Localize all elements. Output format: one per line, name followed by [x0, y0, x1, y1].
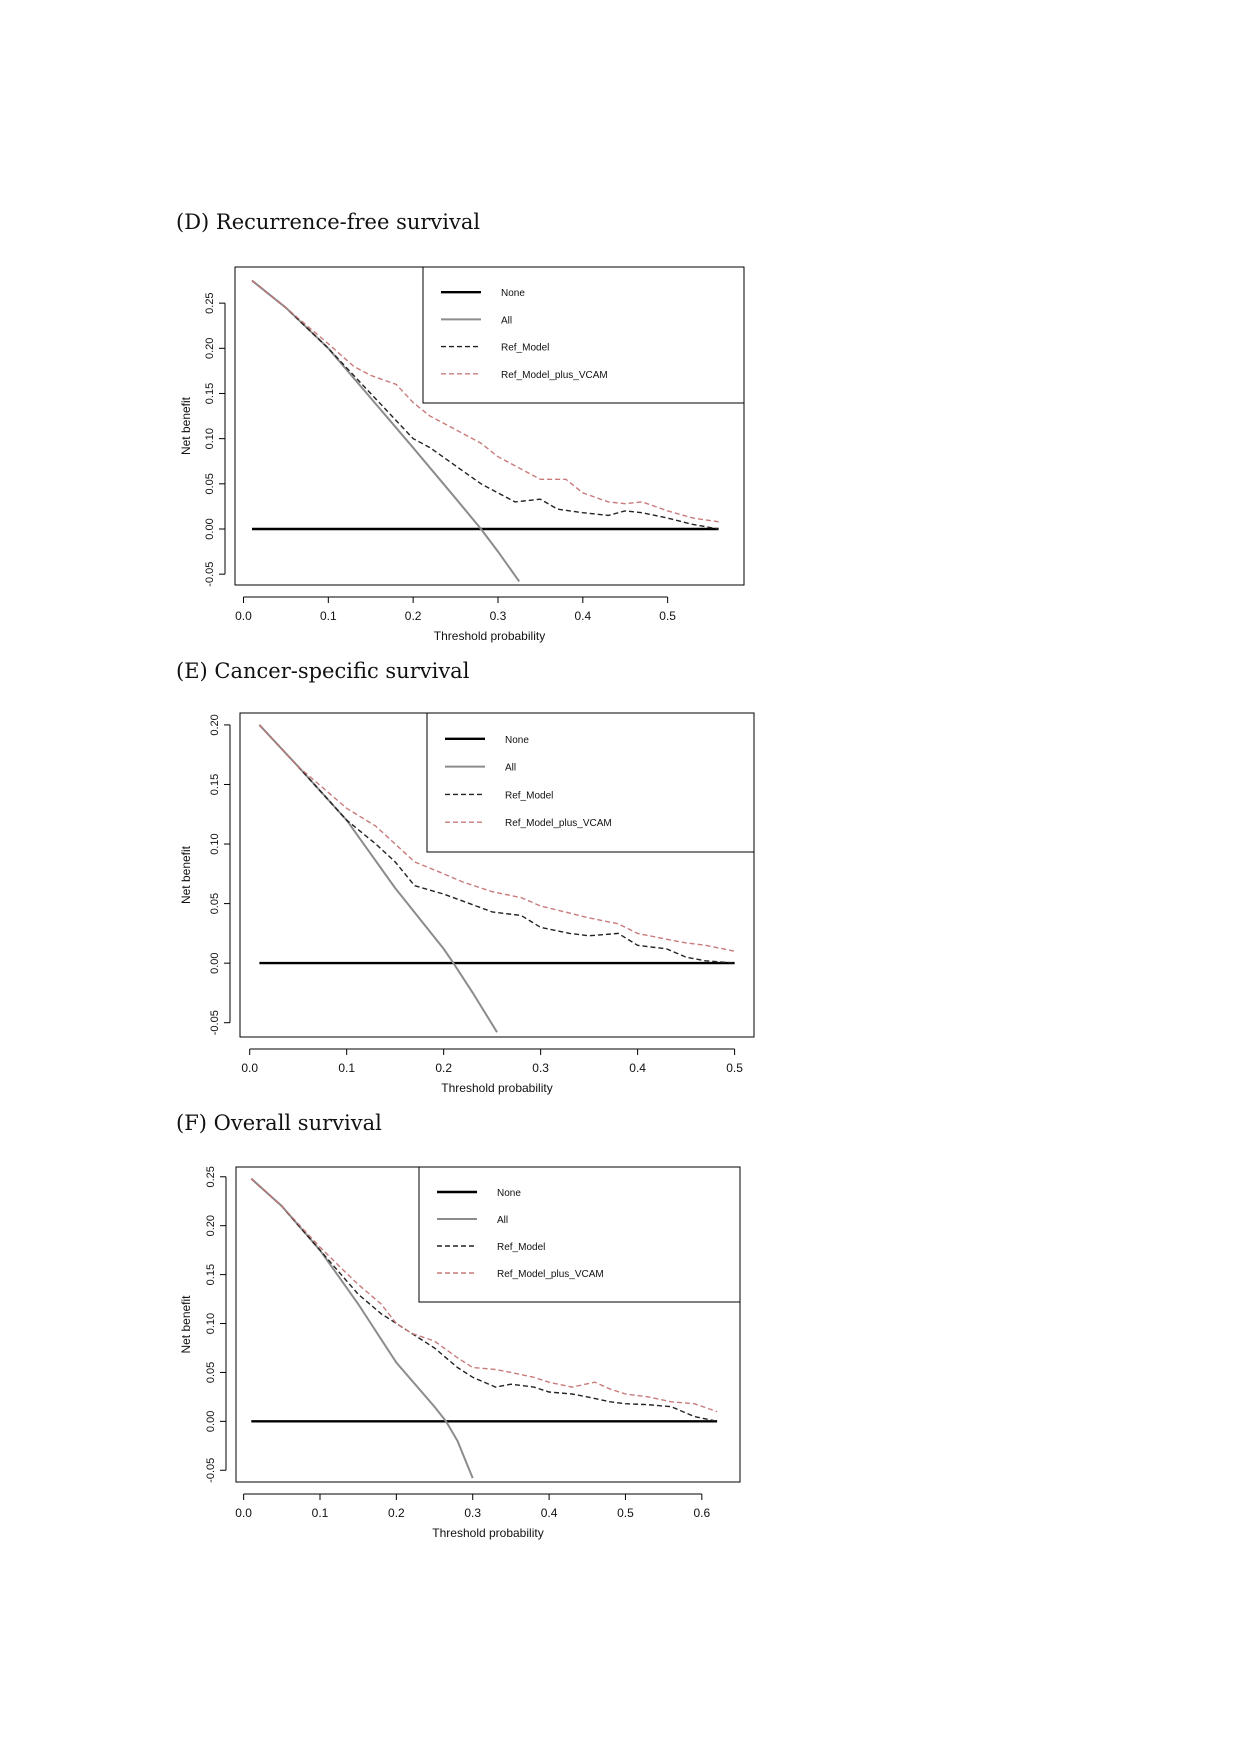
- x-tick-label: 0.5: [617, 1506, 634, 1520]
- chart-d: None All Ref_Model Ref_Model_plus_VCAM 0.0 0.…: [179, 266, 745, 643]
- legend-label-none: None: [497, 1188, 521, 1199]
- legend-label-ref-model-plus-vcam: Ref_Model_plus_VCAM: [505, 818, 612, 829]
- legend-box: [418, 1166, 741, 1303]
- x-tick-label: 0.6: [693, 1506, 710, 1520]
- series-line-all: [258, 724, 498, 1033]
- x-tick-label: 0.4: [541, 1506, 558, 1520]
- legend-label-all: All: [497, 1215, 508, 1226]
- plot-frame: [235, 1166, 741, 1483]
- legend-label-ref-model-plus-vcam: Ref_Model_plus_VCAM: [497, 1269, 604, 1280]
- plot-frame: [234, 266, 745, 586]
- legend-label-none: None: [501, 288, 525, 299]
- y-tick-label: 0.00: [209, 952, 221, 973]
- y-tick-label: 0.05: [209, 893, 221, 914]
- x-tick-label: 0.5: [659, 609, 676, 623]
- legend-label-ref-model: Ref_Model: [501, 343, 549, 354]
- series-line-ref-model-plus-vcam: [250, 1178, 718, 1413]
- x-tick-label: 0.2: [405, 609, 422, 623]
- x-axis-label: Threshold probability: [432, 1526, 543, 1540]
- y-tick-label: 0.10: [209, 833, 221, 854]
- y-tick-label: 0.15: [209, 774, 221, 795]
- series-line-ref-model-plus-vcam: [251, 280, 719, 523]
- y-tick-label: 0.25: [205, 1166, 217, 1187]
- legend-box: [422, 266, 745, 404]
- y-tick-label: 0.15: [205, 1264, 217, 1285]
- panel-title-f: (F) Overall survival: [176, 1111, 382, 1135]
- series-line-ref-model: [251, 280, 719, 530]
- panel-title-e: (E) Cancer-specific survival: [176, 659, 470, 683]
- y-tick-label: 0.15: [204, 383, 216, 404]
- y-tick-label: 0.05: [204, 473, 216, 494]
- series-line-all: [251, 279, 521, 582]
- y-tick-label: 0.05: [205, 1362, 217, 1383]
- y-axis-label: Net benefit: [179, 396, 193, 455]
- series-line-ref-model: [258, 724, 735, 964]
- y-tick-label: 0.20: [205, 1215, 217, 1236]
- y-tick-label: 0.00: [205, 1411, 217, 1432]
- x-tick-label: 0.0: [241, 1061, 258, 1075]
- plot-frame: [239, 712, 755, 1038]
- x-axis-label: Threshold probability: [434, 629, 545, 643]
- x-tick-label: 0.4: [629, 1061, 646, 1075]
- x-tick-label: 0.2: [388, 1506, 405, 1520]
- x-tick-label: 0.3: [532, 1061, 549, 1075]
- y-tick-label: 0.20: [209, 714, 221, 735]
- series-line-ref-model-plus-vcam: [258, 724, 735, 952]
- x-tick-label: 0.4: [574, 609, 591, 623]
- x-tick-label: 0.0: [235, 1506, 252, 1520]
- x-tick-label: 0.0: [235, 609, 252, 623]
- panel-title-d: (D) Recurrence-free survival: [176, 210, 481, 234]
- x-tick-label: 0.1: [320, 609, 337, 623]
- legend-label-ref-model-plus-vcam: Ref_Model_plus_VCAM: [501, 370, 608, 381]
- y-tick-label: -0.05: [209, 1010, 221, 1035]
- y-tick-label: 0.25: [204, 292, 216, 313]
- x-tick-label: 0.1: [338, 1061, 355, 1075]
- legend-box: [426, 712, 755, 853]
- y-tick-label: 0.20: [204, 338, 216, 359]
- x-tick-label: 0.3: [490, 609, 507, 623]
- y-tick-label: 0.10: [205, 1313, 217, 1334]
- x-tick-label: 0.3: [464, 1506, 481, 1520]
- x-tick-label: 0.5: [726, 1061, 743, 1075]
- legend-label-ref-model: Ref_Model: [497, 1242, 545, 1253]
- y-tick-label: -0.05: [205, 1458, 217, 1483]
- y-tick-label: -0.05: [204, 562, 216, 587]
- legend-label-ref-model: Ref_Model: [505, 790, 553, 801]
- legend-label-all: All: [505, 763, 516, 774]
- chart-e: None All Ref_Model Ref_Model_plus_VCAM 0.0 0.…: [179, 712, 755, 1095]
- y-tick-label: 0.10: [204, 428, 216, 449]
- chart-f: None All Ref_Model Ref_Model_plus_VCAM 0.0 0.…: [179, 1166, 741, 1540]
- x-tick-label: 0.1: [312, 1506, 329, 1520]
- legend-label-all: All: [501, 315, 512, 326]
- y-axis-label: Net benefit: [179, 845, 193, 904]
- y-tick-label: 0.00: [204, 518, 216, 539]
- series-line-ref-model: [250, 1178, 718, 1422]
- y-axis-label: Net benefit: [179, 1295, 193, 1354]
- x-axis-label: Threshold probability: [441, 1081, 552, 1095]
- legend-label-none: None: [505, 735, 529, 746]
- x-tick-label: 0.2: [435, 1061, 452, 1075]
